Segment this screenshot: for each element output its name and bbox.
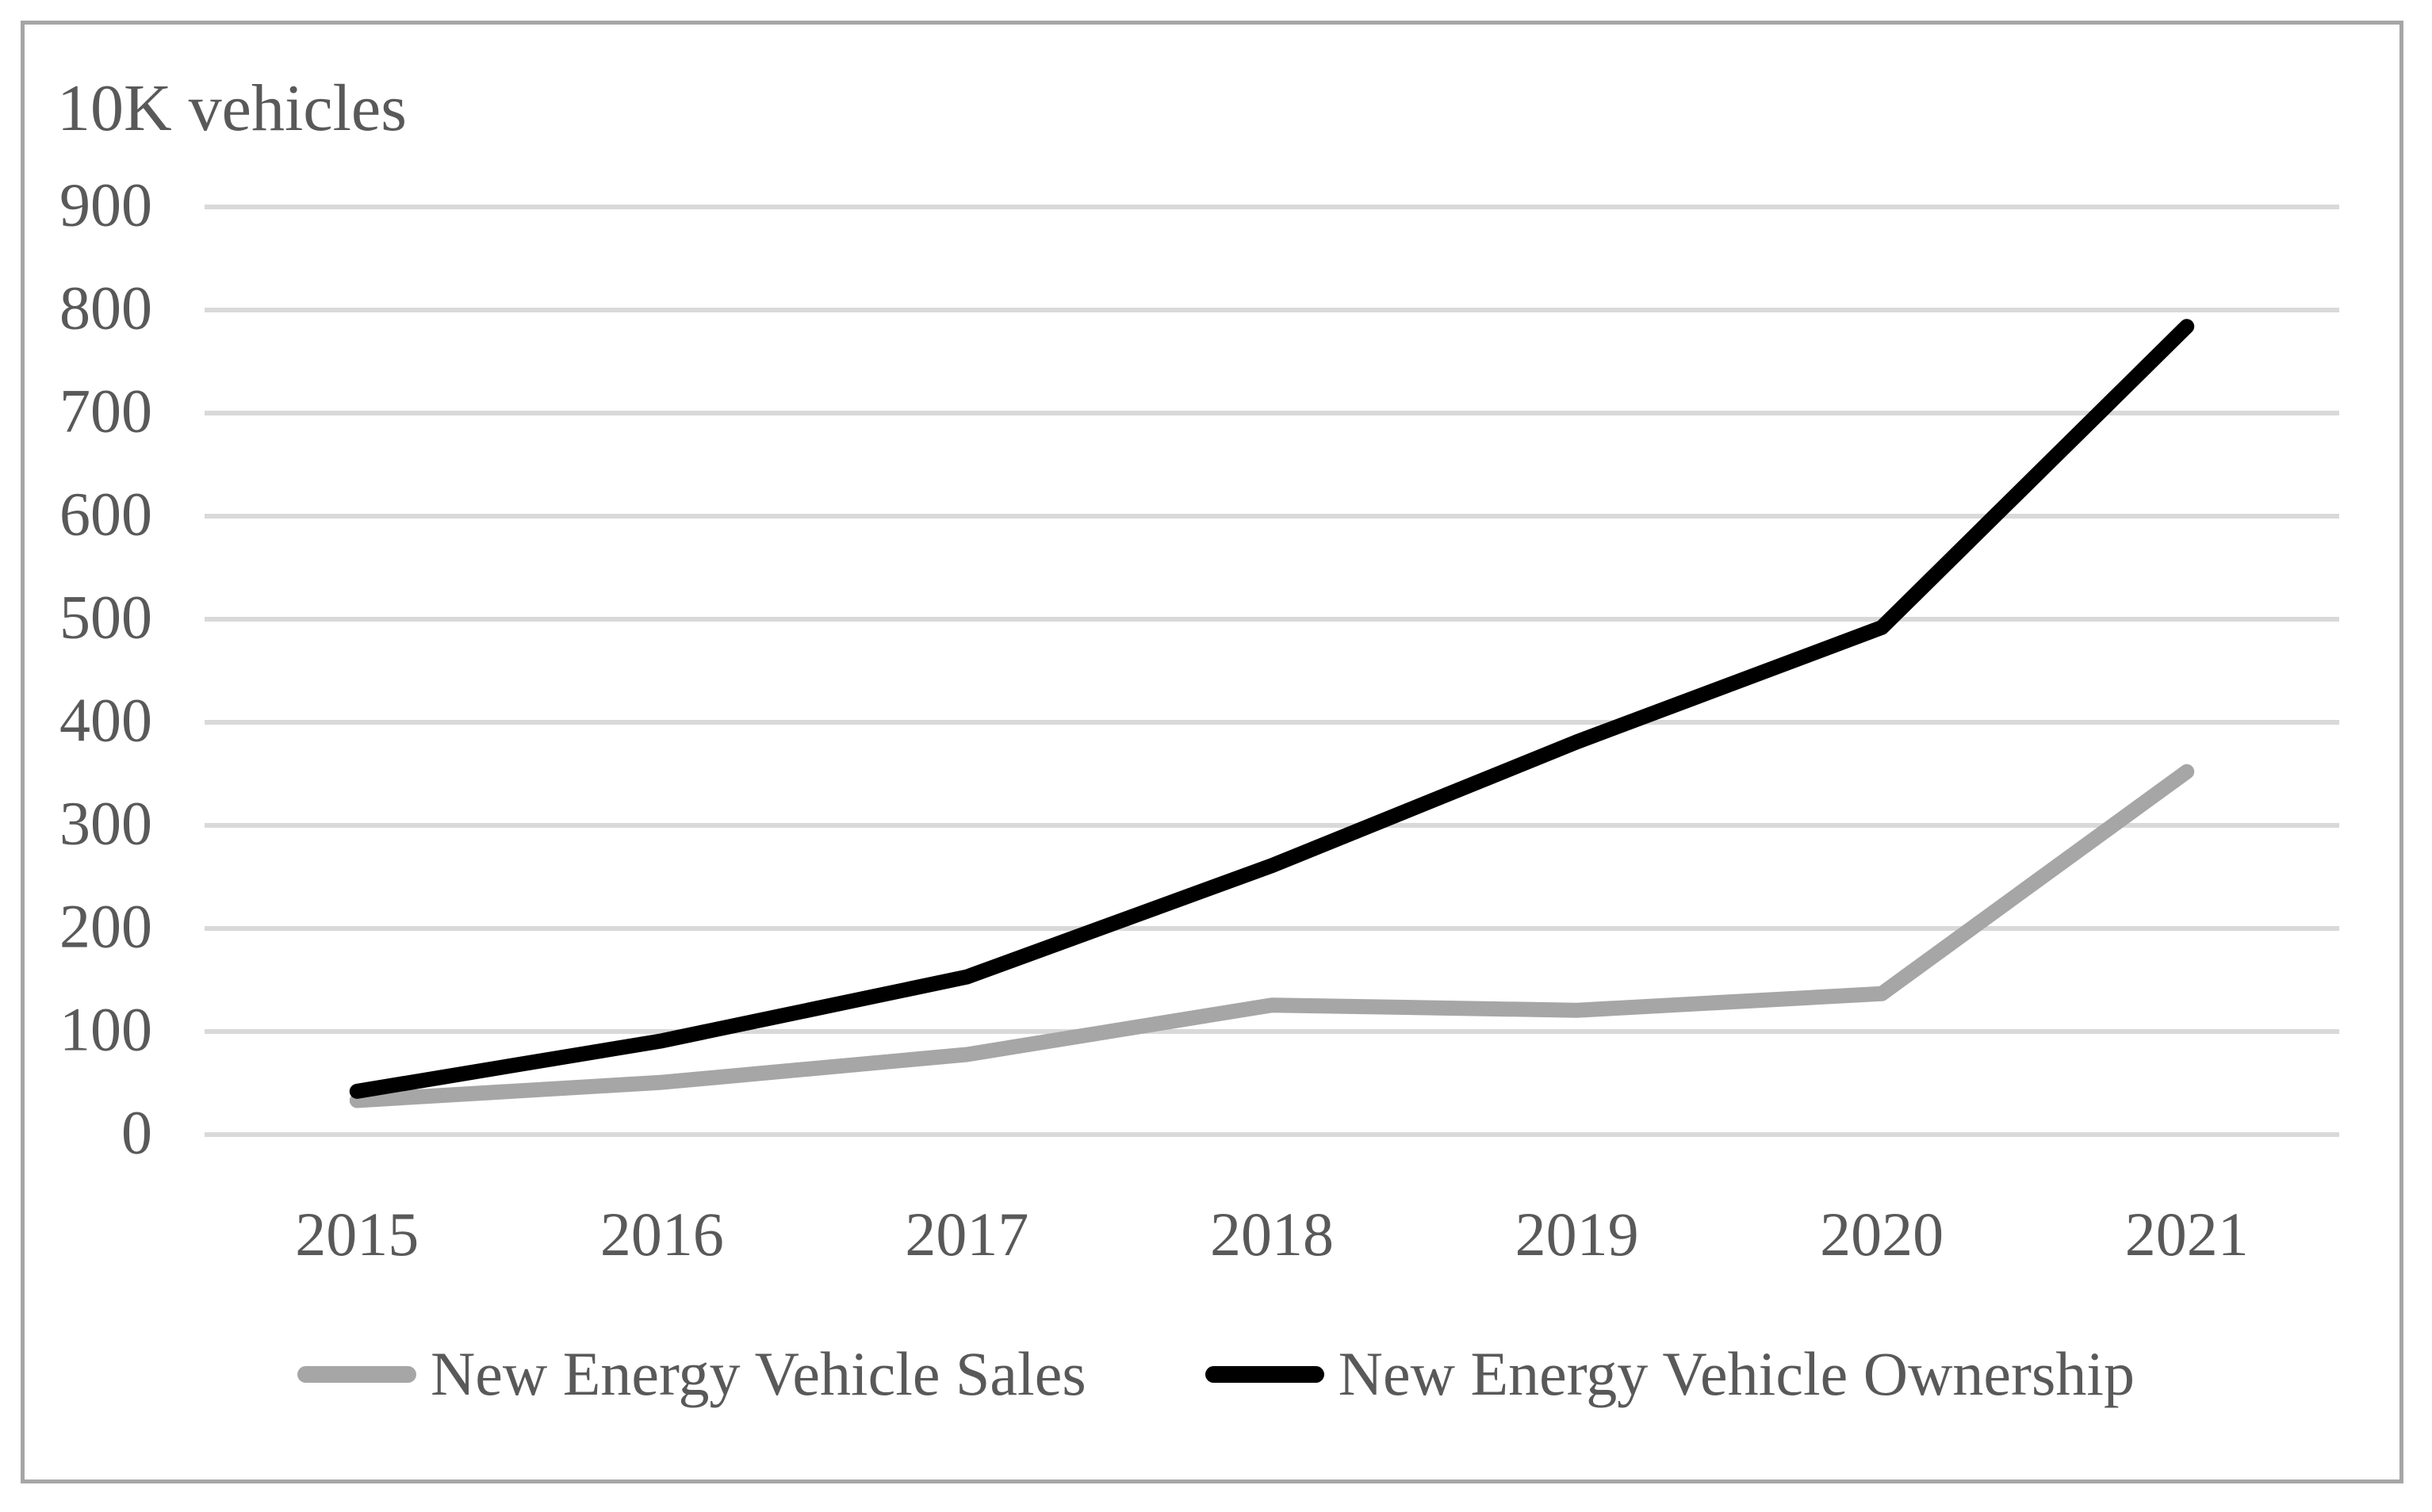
y-tick-label: 600 — [59, 479, 152, 549]
legend-swatch — [297, 1365, 416, 1383]
x-tick-label: 2017 — [905, 1200, 1029, 1269]
x-tick-label: 2020 — [1820, 1200, 1944, 1269]
y-tick-label: 800 — [59, 273, 152, 343]
legend: New Energy Vehicle Sales New Energy Vehic… — [0, 1338, 2432, 1410]
legend-label: New Energy Vehicle Sales — [430, 1339, 1086, 1408]
x-tick-label: 2015 — [295, 1200, 419, 1269]
y-tick-label: 500 — [59, 582, 152, 652]
legend-swatch — [1205, 1365, 1324, 1383]
legend-item: New Energy Vehicle Sales — [297, 1338, 1086, 1410]
y-tick-label: 400 — [59, 685, 152, 755]
x-tick-label: 2018 — [1210, 1200, 1334, 1269]
figure-border — [21, 21, 2403, 1483]
y-tick-label: 200 — [59, 891, 152, 961]
series-line — [349, 319, 2195, 1099]
legend-item: New Energy Vehicle Ownership — [1205, 1338, 2135, 1410]
axis-unit-label: 10K vehicles — [57, 71, 407, 145]
y-tick-label: 900 — [59, 170, 152, 239]
series-lines — [349, 319, 2195, 1108]
x-tick-label: 2021 — [2124, 1200, 2249, 1269]
x-tick-label: 2016 — [599, 1200, 724, 1269]
y-tick-label: 300 — [59, 788, 152, 858]
y-tick-label: 100 — [59, 994, 152, 1064]
series-line — [349, 764, 2195, 1108]
y-tick-label: 700 — [59, 376, 152, 446]
legend-label: New Energy Vehicle Ownership — [1338, 1339, 2135, 1408]
y-tick-label: 0 — [121, 1097, 152, 1167]
gridlines — [205, 205, 2339, 1137]
x-tick-label: 2019 — [1515, 1200, 1639, 1269]
